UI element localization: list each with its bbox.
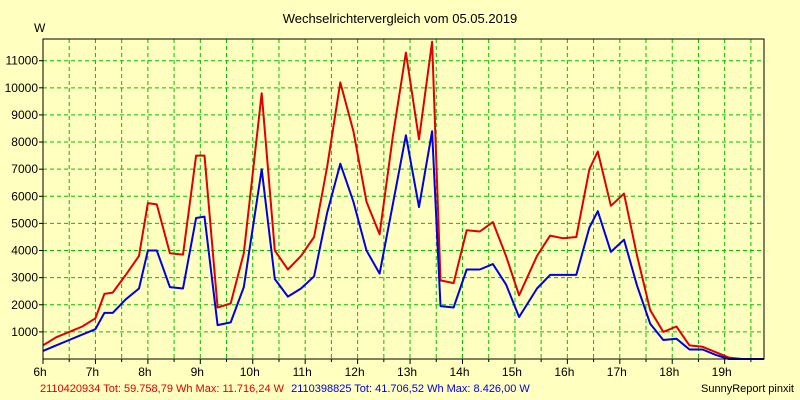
plot-area [43,39,764,359]
x-axis-ticks: 6h 7h 8h 9h 10h 11h 12h 13h 14h 15h 16h 17h 18h 19h [33,359,752,379]
y-axis-ticks: 1000 2000 3000 4000 5000 6000 7000 8000 9000 1000… [5,54,43,339]
x-tick-label: 14h [449,365,469,379]
y-tick-label: 4000 [11,244,38,258]
x-tick-label: 12h [345,365,365,379]
x-tick-label: 17h [607,365,627,379]
footer-brand: SunnyReport pinxit [701,383,794,395]
x-tick-label: 13h [397,365,417,379]
x-tick-label: 9h [191,365,204,379]
x-tick-label: 16h [554,365,574,379]
x-tick-label: 15h [502,365,522,379]
y-tick-label: 3000 [11,271,38,285]
x-tick-label: 10h [240,365,260,379]
y-tick-label: 11000 [6,54,39,68]
y-tick-label: 8000 [11,135,38,149]
y-tick-label: 1000 [11,325,38,339]
x-tick-label: 18h [659,365,679,379]
x-tick-label: 7h [86,365,99,379]
y-tick-label: 7000 [11,162,38,176]
y-tick-label: 6000 [11,189,38,203]
x-tick-label: 8h [138,365,151,379]
y-axis-unit-label: W [34,21,46,35]
chart-title: Wechselrichtervergleich vom 05.05.2019 [283,11,518,26]
series-summary-2110398825: 2110398825 Tot: 41.706,52 Wh Max: 8.426,… [291,383,530,395]
y-tick-label: 9000 [11,108,38,122]
series-line-2110398825 [42,130,764,360]
x-tick-label: 19h [712,365,732,379]
y-tick-label: 10000 [5,81,39,95]
x-tick-label: 11h [293,365,312,379]
series-line-2110420934 [42,40,764,360]
series-summary-footer: 2110420934 Tot: 59.758,79 Wh Max: 11.716… [40,383,530,395]
grid-lines [43,39,764,359]
y-tick-label: 2000 [11,298,38,312]
series-lines [42,40,764,360]
plot-border [42,38,765,360]
x-tick-label: 6h [33,365,46,379]
series-summary-2110420934: 2110420934 Tot: 59.758,79 Wh Max: 11.716… [40,383,285,395]
y-tick-label: 5000 [11,216,38,230]
